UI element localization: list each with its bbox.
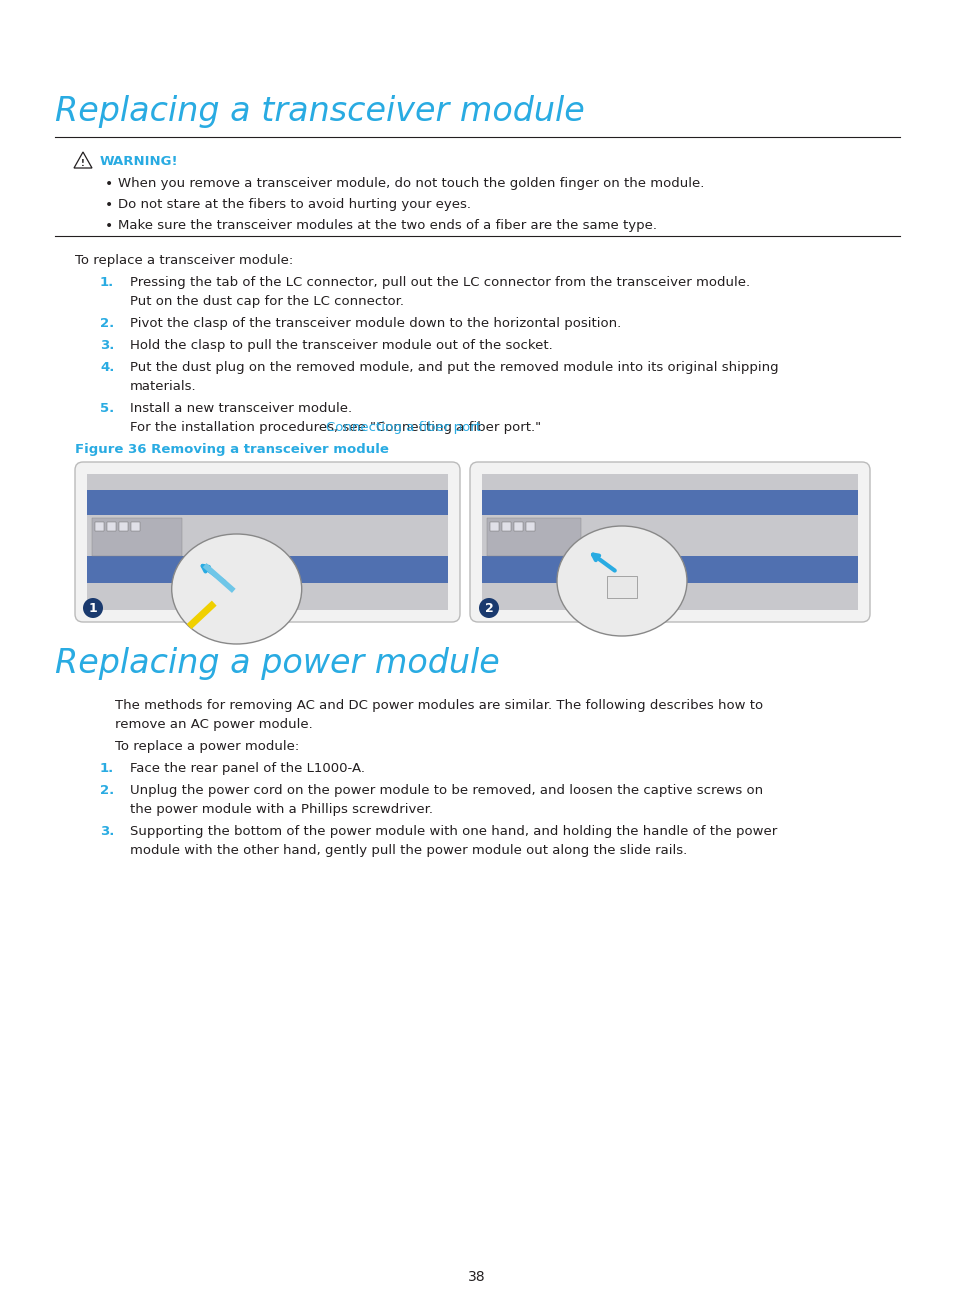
- Text: !: !: [81, 158, 85, 167]
- Text: 1.: 1.: [100, 276, 114, 289]
- Bar: [606, 575, 637, 597]
- Text: 2: 2: [484, 601, 493, 614]
- Text: •: •: [105, 178, 113, 191]
- Text: Put on the dust cap for the LC connector.: Put on the dust cap for the LC connector…: [130, 295, 403, 308]
- Text: The methods for removing AC and DC power modules are similar. The following desc: The methods for removing AC and DC power…: [115, 699, 762, 712]
- Text: Replacing a transceiver module: Replacing a transceiver module: [55, 95, 584, 128]
- Bar: [481, 490, 857, 515]
- Bar: [514, 521, 522, 530]
- Text: module with the other hand, gently pull the power module out along the slide rai: module with the other hand, gently pull …: [130, 844, 686, 857]
- FancyBboxPatch shape: [75, 461, 459, 622]
- Text: Supporting the bottom of the power module with one hand, and holding the handle : Supporting the bottom of the power modul…: [130, 826, 777, 839]
- Bar: [481, 556, 857, 583]
- Text: Make sure the transceiver modules at the two ends of a fiber are the same type.: Make sure the transceiver modules at the…: [118, 219, 657, 232]
- Bar: [481, 474, 857, 610]
- Text: the power module with a Phillips screwdriver.: the power module with a Phillips screwdr…: [130, 804, 433, 816]
- Text: Unplug the power cord on the power module to be removed, and loosen the captive : Unplug the power cord on the power modul…: [130, 784, 762, 797]
- Bar: [490, 521, 498, 530]
- Bar: [87, 556, 448, 583]
- Text: remove an AC power module.: remove an AC power module.: [115, 718, 313, 731]
- Text: Pressing the tab of the LC connector, pull out the LC connector from the transce: Pressing the tab of the LC connector, pu…: [130, 276, 749, 289]
- Bar: [525, 521, 535, 530]
- Text: 38: 38: [468, 1270, 485, 1284]
- Text: 3.: 3.: [100, 826, 114, 839]
- Text: Replacing a power module: Replacing a power module: [55, 647, 499, 680]
- Text: 3.: 3.: [100, 340, 114, 353]
- Text: 5.: 5.: [100, 402, 114, 415]
- Bar: [87, 474, 448, 610]
- Circle shape: [478, 597, 498, 618]
- Bar: [131, 521, 140, 530]
- Text: Install a new transceiver module.: Install a new transceiver module.: [130, 402, 352, 415]
- Bar: [486, 517, 580, 556]
- Bar: [107, 521, 116, 530]
- Ellipse shape: [172, 534, 301, 644]
- Text: WARNING!: WARNING!: [100, 156, 178, 168]
- FancyBboxPatch shape: [470, 461, 869, 622]
- Text: Put the dust plug on the removed module, and put the removed module into its ori: Put the dust plug on the removed module,…: [130, 362, 778, 375]
- Text: For the installation procedures, see "Connecting a fiber port.": For the installation procedures, see "Co…: [130, 421, 540, 434]
- Text: 1: 1: [89, 601, 97, 614]
- Text: Pivot the clasp of the transceiver module down to the horizontal position.: Pivot the clasp of the transceiver modul…: [130, 318, 620, 330]
- Text: When you remove a transceiver module, do not touch the golden finger on the modu: When you remove a transceiver module, do…: [118, 178, 703, 191]
- Bar: [501, 521, 511, 530]
- Text: To replace a transceiver module:: To replace a transceiver module:: [75, 254, 293, 267]
- Text: •: •: [105, 198, 113, 213]
- Text: materials.: materials.: [130, 380, 196, 393]
- Text: 2.: 2.: [100, 318, 114, 330]
- Bar: [119, 521, 128, 530]
- Text: 2.: 2.: [100, 784, 114, 797]
- Text: To replace a power module:: To replace a power module:: [115, 740, 299, 753]
- Text: Hold the clasp to pull the transceiver module out of the socket.: Hold the clasp to pull the transceiver m…: [130, 340, 552, 353]
- Bar: [91, 517, 182, 556]
- Text: 1.: 1.: [100, 762, 114, 775]
- Text: 4.: 4.: [100, 362, 114, 375]
- Text: Do not stare at the fibers to avoid hurting your eyes.: Do not stare at the fibers to avoid hurt…: [118, 198, 471, 211]
- Circle shape: [83, 597, 103, 618]
- Bar: [87, 490, 448, 515]
- Text: Connecting a fiber port: Connecting a fiber port: [325, 421, 480, 434]
- Text: •: •: [105, 219, 113, 233]
- Text: Face the rear panel of the L1000-A.: Face the rear panel of the L1000-A.: [130, 762, 365, 775]
- Text: Figure 36 Removing a transceiver module: Figure 36 Removing a transceiver module: [75, 443, 389, 456]
- Bar: [95, 521, 104, 530]
- Ellipse shape: [557, 526, 686, 636]
